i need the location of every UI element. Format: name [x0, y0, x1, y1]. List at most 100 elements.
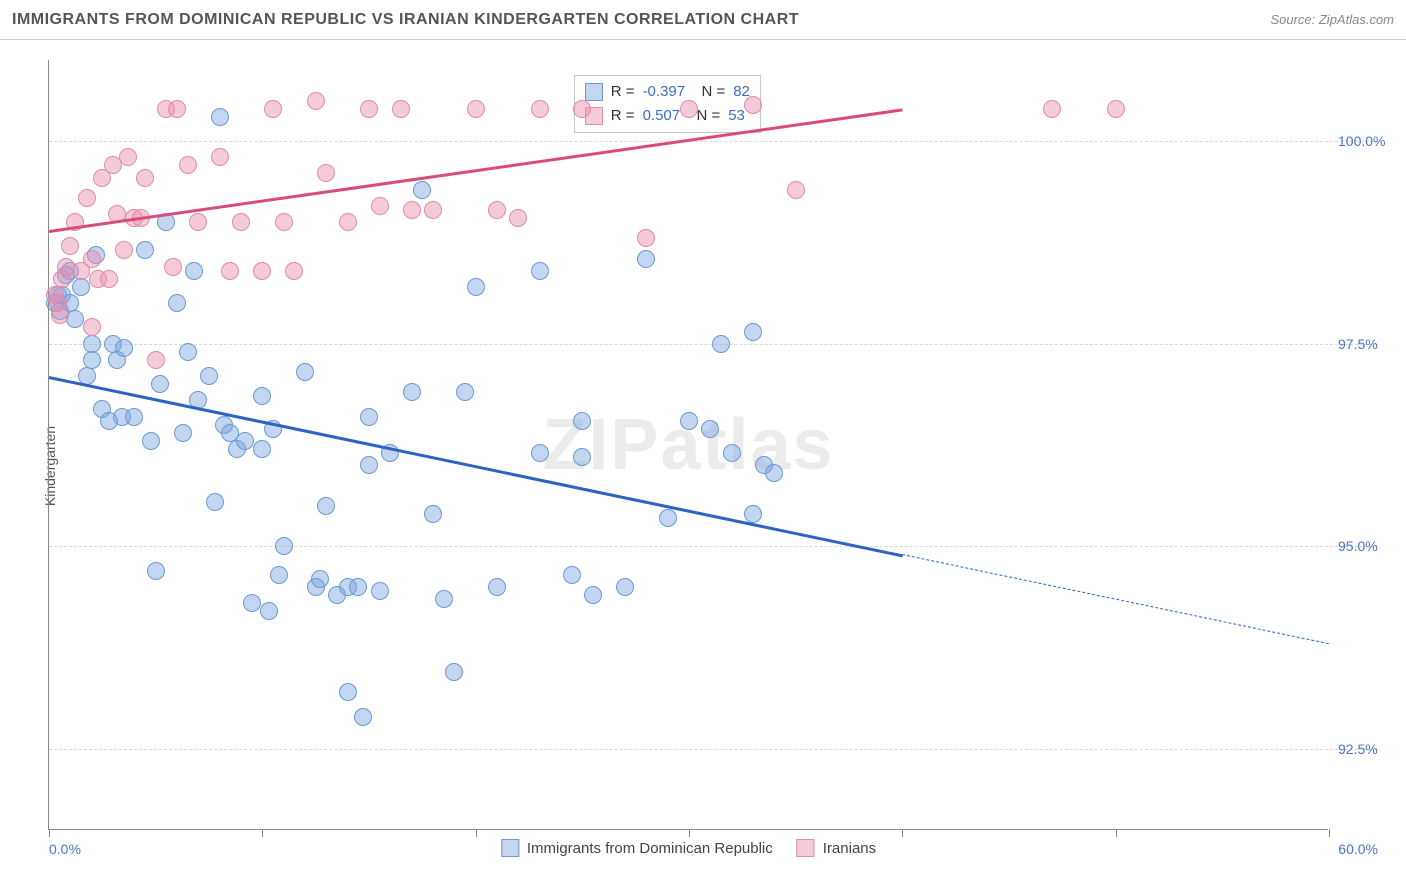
legend-r-label: R = [611, 104, 635, 128]
scatter-point-dominican [243, 594, 261, 612]
scatter-point-dominican [125, 408, 143, 426]
scatter-point-dominican [573, 412, 591, 430]
x-axis-min-label: 0.0% [49, 841, 81, 857]
grid-line-horizontal [49, 749, 1378, 750]
scatter-point-dominican [584, 586, 602, 604]
scatter-point-iranian [51, 306, 69, 324]
scatter-point-iranian [179, 156, 197, 174]
scatter-point-iranian [573, 100, 591, 118]
scatter-point-dominican [115, 339, 133, 357]
scatter-point-dominican [435, 590, 453, 608]
scatter-point-dominican [275, 537, 293, 555]
scatter-point-dominican [531, 262, 549, 280]
scatter-point-iranian [392, 100, 410, 118]
trend-line [49, 109, 903, 234]
scatter-point-iranian [467, 100, 485, 118]
scatter-point-iranian [744, 96, 762, 114]
scatter-point-dominican [136, 241, 154, 259]
chart-container: Kindergarten ZIPatlas 0.0% 60.0% R = -0.… [0, 40, 1406, 892]
legend-n-value: 53 [728, 104, 745, 128]
legend-row-iranian: R = 0.507 N = 53 [585, 104, 750, 128]
scatter-point-iranian [680, 100, 698, 118]
scatter-point-dominican [456, 383, 474, 401]
series-legend: Immigrants from Dominican Republic Irani… [501, 839, 876, 857]
scatter-point-iranian [119, 148, 137, 166]
scatter-point-dominican [174, 424, 192, 442]
scatter-point-dominican [211, 108, 229, 126]
scatter-point-dominican [349, 578, 367, 596]
x-tick [1329, 829, 1330, 837]
scatter-point-dominican [403, 383, 421, 401]
scatter-point-iranian [531, 100, 549, 118]
scatter-point-dominican [467, 278, 485, 296]
scatter-point-iranian [147, 351, 165, 369]
legend-item-dominican: Immigrants from Dominican Republic [501, 839, 773, 857]
scatter-point-dominican [744, 323, 762, 341]
scatter-point-dominican [712, 335, 730, 353]
scatter-point-dominican [701, 420, 719, 438]
scatter-point-iranian [168, 100, 186, 118]
scatter-point-iranian [61, 237, 79, 255]
scatter-point-dominican [680, 412, 698, 430]
scatter-point-dominican [260, 602, 278, 620]
correlation-legend-box: R = -0.397 N = 82R = 0.507 N = 53 [574, 75, 761, 133]
scatter-point-dominican [371, 582, 389, 600]
grid-line-horizontal [49, 141, 1378, 142]
scatter-point-dominican [72, 278, 90, 296]
scatter-point-iranian [285, 262, 303, 280]
source-attribution: Source: ZipAtlas.com [1270, 12, 1394, 27]
x-tick [476, 829, 477, 837]
scatter-point-iranian [488, 201, 506, 219]
scatter-point-dominican [354, 708, 372, 726]
x-tick [689, 829, 690, 837]
scatter-point-dominican [142, 432, 160, 450]
scatter-point-iranian [115, 241, 133, 259]
y-tick-label: 97.5% [1338, 336, 1406, 352]
scatter-point-dominican [168, 294, 186, 312]
scatter-point-dominican [360, 408, 378, 426]
scatter-point-iranian [136, 169, 154, 187]
y-tick-label: 95.0% [1338, 538, 1406, 554]
plot-area: ZIPatlas 0.0% 60.0% R = -0.397 N = 82R =… [48, 60, 1328, 830]
legend-n-label: N = [693, 80, 725, 104]
scatter-point-dominican [236, 432, 254, 450]
grid-line-horizontal [49, 546, 1378, 547]
scatter-point-dominican [563, 566, 581, 584]
scatter-point-iranian [232, 213, 250, 231]
trend-line-extended [902, 554, 1329, 644]
scatter-point-dominican [179, 343, 197, 361]
scatter-point-dominican [296, 363, 314, 381]
scatter-point-dominican [185, 262, 203, 280]
scatter-point-iranian [403, 201, 421, 219]
x-tick [902, 829, 903, 837]
legend-item-iranian: Iranians [797, 839, 876, 857]
scatter-point-iranian [787, 181, 805, 199]
y-tick-label: 92.5% [1338, 741, 1406, 757]
scatter-point-dominican [445, 663, 463, 681]
scatter-point-dominican [765, 464, 783, 482]
scatter-point-dominican [637, 250, 655, 268]
scatter-point-dominican [616, 578, 634, 596]
scatter-point-dominican [659, 509, 677, 527]
scatter-point-dominican [270, 566, 288, 584]
legend-r-value: -0.397 [643, 80, 686, 104]
scatter-point-iranian [253, 262, 271, 280]
scatter-point-dominican [488, 578, 506, 596]
legend-label-dominican: Immigrants from Dominican Republic [527, 840, 773, 857]
scatter-point-iranian [264, 100, 282, 118]
scatter-point-dominican [83, 351, 101, 369]
scatter-point-iranian [83, 250, 101, 268]
scatter-point-iranian [371, 197, 389, 215]
legend-swatch-iranian [797, 839, 815, 857]
header-bar: IMMIGRANTS FROM DOMINICAN REPUBLIC VS IR… [0, 0, 1406, 40]
scatter-point-iranian [211, 148, 229, 166]
y-tick-label: 100.0% [1338, 133, 1406, 149]
scatter-point-iranian [100, 270, 118, 288]
scatter-point-dominican [200, 367, 218, 385]
scatter-point-iranian [164, 258, 182, 276]
legend-r-value: 0.507 [643, 104, 681, 128]
scatter-point-dominican [151, 375, 169, 393]
scatter-point-dominican [531, 444, 549, 462]
scatter-point-iranian [317, 164, 335, 182]
scatter-point-iranian [637, 229, 655, 247]
